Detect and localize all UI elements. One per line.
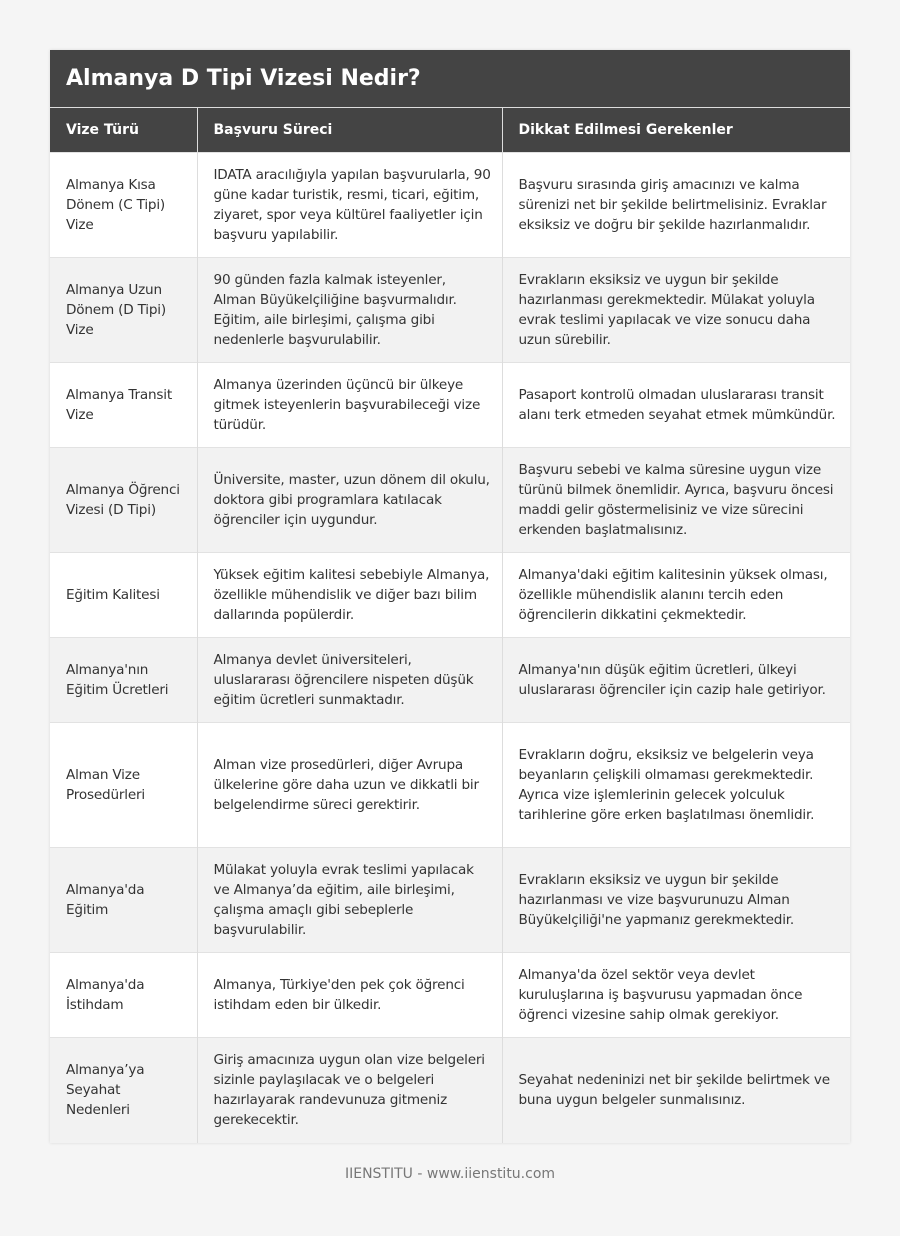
table-row: Almanya Kısa Dönem (C Tipi) Vize IDATA ar… [50,152,850,258]
visa-type-cell: Almanya Transit Vize [50,362,197,448]
notes-cell: Pasaport kontrolü olmadan uluslararası t… [501,362,850,448]
table-row: Almanya Uzun Dönem (D Tipi) Vize 90 günde… [50,257,850,363]
table-row: Almanya'nın Eğitim Ücretleri Almanya devl… [50,637,850,723]
notes-cell: Almanya'daki eğitim kalitesinin yüksek o… [501,552,850,638]
visa-type-cell: Almanya Öğrenci Vizesi (D Tipi) [50,447,197,553]
application-process-cell: 90 günden fazla kalmak isteyenler, Alman… [196,257,502,363]
visa-type-cell: Almanya'da İstihdam [50,952,197,1038]
application-process-cell: Almanya, Türkiye'den pek çok öğrenci ist… [196,952,502,1038]
column-header: Dikkat Edilmesi Gerekenler [501,108,850,153]
notes-cell: Evrakların eksiksiz ve uygun bir şekilde… [501,257,850,363]
notes-cell: Almanya'nın düşük eğitim ücretleri, ülke… [501,637,850,723]
column-header: Başvuru Süreci [196,108,502,153]
visa-type-cell: Almanya’ya Seyahat Nedenleri [50,1037,197,1143]
table-title: Almanya D Tipi Vizesi Nedir? [50,50,850,108]
column-header: Vize Türü [50,108,197,153]
table-row: Almanya'da İstihdam Almanya, Türkiye'den … [50,952,850,1038]
notes-cell: Almanya'da özel sektör veya devlet kurul… [501,952,850,1038]
notes-cell: Evrakların eksiksiz ve uygun bir şekilde… [501,847,850,953]
table-row: Almanya Transit Vize Almanya üzerinden üç… [50,362,850,448]
visa-table: Vize Türü Başvuru Süreci Dikkat Edilmesi… [50,108,850,1143]
visa-type-cell: Almanya Kısa Dönem (C Tipi) Vize [50,152,197,258]
table-row: Almanya’ya Seyahat Nedenleri Giriş amacın… [50,1037,850,1143]
visa-type-cell: Almanya'da Eğitim [50,847,197,953]
visa-type-cell: Eğitim Kalitesi [50,552,197,638]
table-row: Almanya Öğrenci Vizesi (D Tipi) Üniversit… [50,447,850,553]
header-row: Vize Türü Başvuru Süreci Dikkat Edilmesi… [50,108,850,153]
application-process-cell: Mülakat yoluyla evrak teslimi yapılacak … [196,847,502,953]
visa-table-card: Almanya D Tipi Vizesi Nedir? Vize Türü B… [50,50,850,1143]
notes-cell: Başvuru sebebi ve kalma süresine uygun v… [501,447,850,553]
table-row: Eğitim Kalitesi Yüksek eğitim kalitesi se… [50,552,850,638]
application-process-cell: Yüksek eğitim kalitesi sebebiyle Almanya… [196,552,502,638]
visa-type-cell: Almanya Uzun Dönem (D Tipi) Vize [50,257,197,363]
footer-credit: IIENSTITU - www.iienstitu.com [344,1166,556,1182]
application-process-cell: Üniversite, master, uzun dönem dil okulu… [196,447,502,553]
table-row: Almanya'da Eğitim Mülakat yoluyla evrak t… [50,847,850,953]
application-process-cell: Alman vize prosedürleri, diğer Avrupa ül… [196,722,502,848]
application-process-cell: Almanya üzerinden üçüncü bir ülkeye gitm… [196,362,502,448]
table-row: Alman Vize Prosedürleri Alman vize prosed… [50,722,850,848]
notes-cell: Seyahat nedeninizi net bir şekilde belir… [501,1037,850,1143]
application-process-cell: Giriş amacınıza uygun olan vize belgeler… [196,1037,502,1143]
visa-type-cell: Alman Vize Prosedürleri [50,722,197,848]
visa-type-cell: Almanya'nın Eğitim Ücretleri [50,637,197,723]
notes-cell: Evrakların doğru, eksiksiz ve belgelerin… [501,722,850,848]
notes-cell: Başvuru sırasında giriş amacınızı ve kal… [501,152,850,258]
application-process-cell: IDATA aracılığıyla yapılan başvurularla,… [196,152,502,258]
application-process-cell: Almanya devlet üniversiteleri, uluslarar… [196,637,502,723]
